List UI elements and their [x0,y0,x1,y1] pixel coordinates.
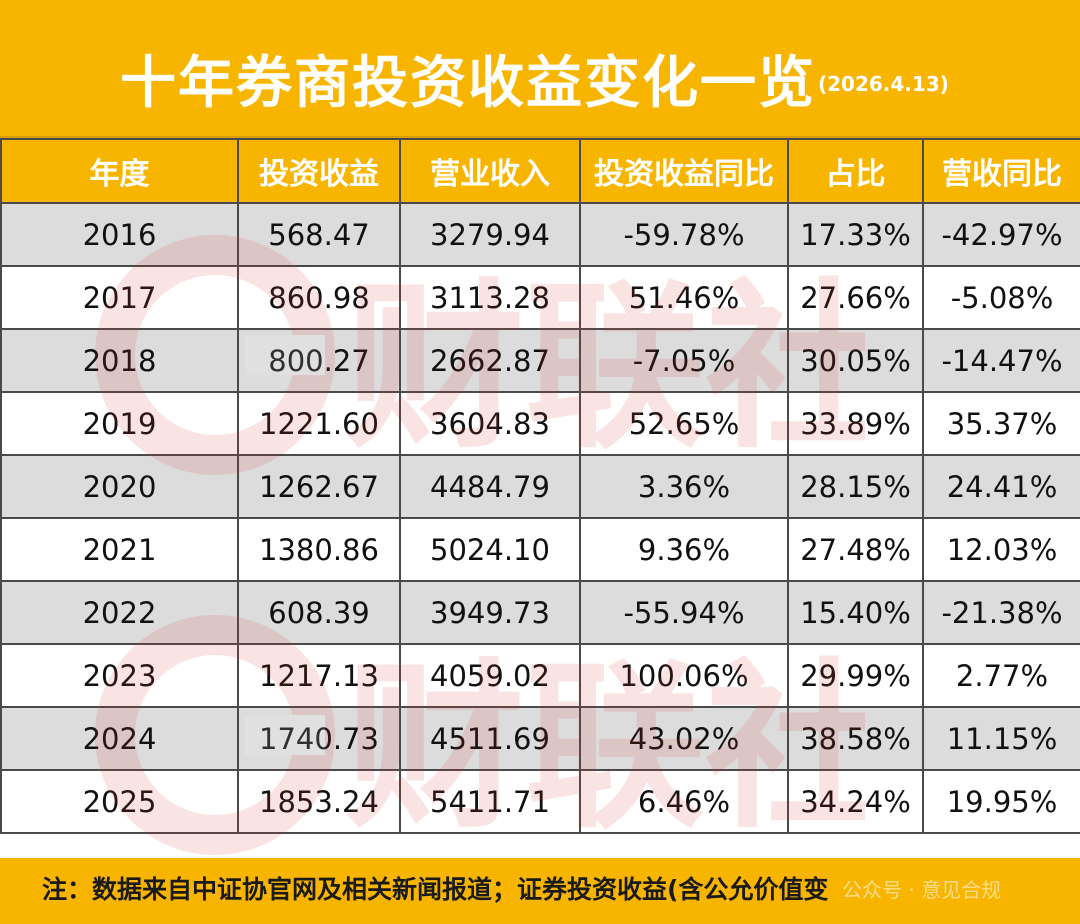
cell-revenue: 3279.94 [399,202,581,267]
header-revenue: 营业收入 [399,138,581,204]
cell-investment-yoy: -7.05% [579,328,789,393]
footer-watermark: 公众号 · 意见合规 [842,878,1002,902]
cell-investment-yoy: 52.65% [579,391,789,456]
table-row: 2022 608.39 3949.73 -55.94% 15.40% -21.3… [0,580,1080,645]
cell-revenue-yoy: -5.08% [922,265,1080,330]
cell-revenue: 3949.73 [399,580,581,645]
cell-revenue-yoy: 35.37% [922,391,1080,456]
title-date: (2026.4.13) [818,72,949,96]
cell-revenue: 2662.87 [399,328,581,393]
table-row: 2017 860.98 3113.28 51.46% 27.66% -5.08% [0,265,1080,330]
cell-investment-yoy: -59.78% [579,202,789,267]
header-investment-income: 投资收益 [237,138,401,204]
cell-revenue-yoy: -42.97% [922,202,1080,267]
cell-revenue: 5024.10 [399,517,581,582]
cell-revenue: 3113.28 [399,265,581,330]
cell-investment-income: 1380.86 [237,517,401,582]
cell-share: 15.40% [787,580,924,645]
cell-share: 28.15% [787,454,924,519]
table-row: 2016 568.47 3279.94 -59.78% 17.33% -42.9… [0,202,1080,267]
cell-year: 2017 [0,265,239,330]
table-row: 2020 1262.67 4484.79 3.36% 28.15% 24.41% [0,454,1080,519]
page-title: 十年券商投资收益变化一览 [120,51,816,116]
cell-revenue: 3604.83 [399,391,581,456]
header-revenue-yoy: 营收同比 [922,138,1080,204]
cell-investment-yoy: 100.06% [579,643,789,708]
cell-investment-income: 1740.73 [237,706,401,771]
cell-year: 2022 [0,580,239,645]
cell-year: 2020 [0,454,239,519]
cell-investment-yoy: 51.46% [579,265,789,330]
cell-investment-income: 568.47 [237,202,401,267]
cell-share: 29.99% [787,643,924,708]
cell-revenue-yoy: 19.95% [922,769,1080,834]
cell-investment-income: 608.39 [237,580,401,645]
cell-share: 27.66% [787,265,924,330]
table-header-row: 年度 投资收益 营业收入 投资收益同比 占比 营收同比 [0,138,1080,204]
cell-revenue-yoy: 2.77% [922,643,1080,708]
cell-investment-income: 1221.60 [237,391,401,456]
cell-revenue: 4059.02 [399,643,581,708]
cell-share: 27.48% [787,517,924,582]
cell-revenue-yoy: 11.15% [922,706,1080,771]
cell-revenue-yoy: -14.47% [922,328,1080,393]
title-bar: 十年券商投资收益变化一览 (2026.4.13) [0,0,1080,138]
table-row: 2023 1217.13 4059.02 100.06% 29.99% 2.77… [0,643,1080,708]
table-row: 2018 800.27 2662.87 -7.05% 30.05% -14.47… [0,328,1080,393]
header-share: 占比 [787,138,924,204]
cell-revenue: 4484.79 [399,454,581,519]
cell-year: 2024 [0,706,239,771]
cell-investment-income: 1217.13 [237,643,401,708]
table-row: 2021 1380.86 5024.10 9.36% 27.48% 12.03% [0,517,1080,582]
header-investment-yoy: 投资收益同比 [579,138,789,204]
cell-investment-income: 800.27 [237,328,401,393]
cell-share: 38.58% [787,706,924,771]
header-year: 年度 [0,138,239,204]
cell-share: 33.89% [787,391,924,456]
cell-revenue-yoy: 24.41% [922,454,1080,519]
cell-year: 2019 [0,391,239,456]
cell-revenue-yoy: 12.03% [922,517,1080,582]
cell-investment-yoy: 9.36% [579,517,789,582]
cell-year: 2018 [0,328,239,393]
cell-investment-yoy: -55.94% [579,580,789,645]
cell-year: 2023 [0,643,239,708]
table-row: 2024 1740.73 4511.69 43.02% 38.58% 11.15… [0,706,1080,771]
data-table: 年度 投资收益 营业收入 投资收益同比 占比 营收同比 2016 568.47 … [0,138,1080,834]
footer-note: 注：数据来自中证协官网及相关新闻报道；证券投资收益(含公允价值变 [42,875,829,904]
cell-revenue-yoy: -21.38% [922,580,1080,645]
cell-investment-income: 1853.24 [237,769,401,834]
cell-investment-yoy: 3.36% [579,454,789,519]
footer-note-bar: 注：数据来自中证协官网及相关新闻报道；证券投资收益(含公允价值变 公众号 · 意… [0,858,1080,924]
cell-year: 2025 [0,769,239,834]
cell-revenue: 5411.71 [399,769,581,834]
cell-investment-yoy: 6.46% [579,769,789,834]
cell-share: 30.05% [787,328,924,393]
cell-revenue: 4511.69 [399,706,581,771]
cell-share: 34.24% [787,769,924,834]
cell-investment-yoy: 43.02% [579,706,789,771]
cell-investment-income: 860.98 [237,265,401,330]
table-row: 2019 1221.60 3604.83 52.65% 33.89% 35.37… [0,391,1080,456]
cell-year: 2016 [0,202,239,267]
cell-share: 17.33% [787,202,924,267]
cell-year: 2021 [0,517,239,582]
cell-investment-income: 1262.67 [237,454,401,519]
table-row: 2025 1853.24 5411.71 6.46% 34.24% 19.95% [0,769,1080,834]
